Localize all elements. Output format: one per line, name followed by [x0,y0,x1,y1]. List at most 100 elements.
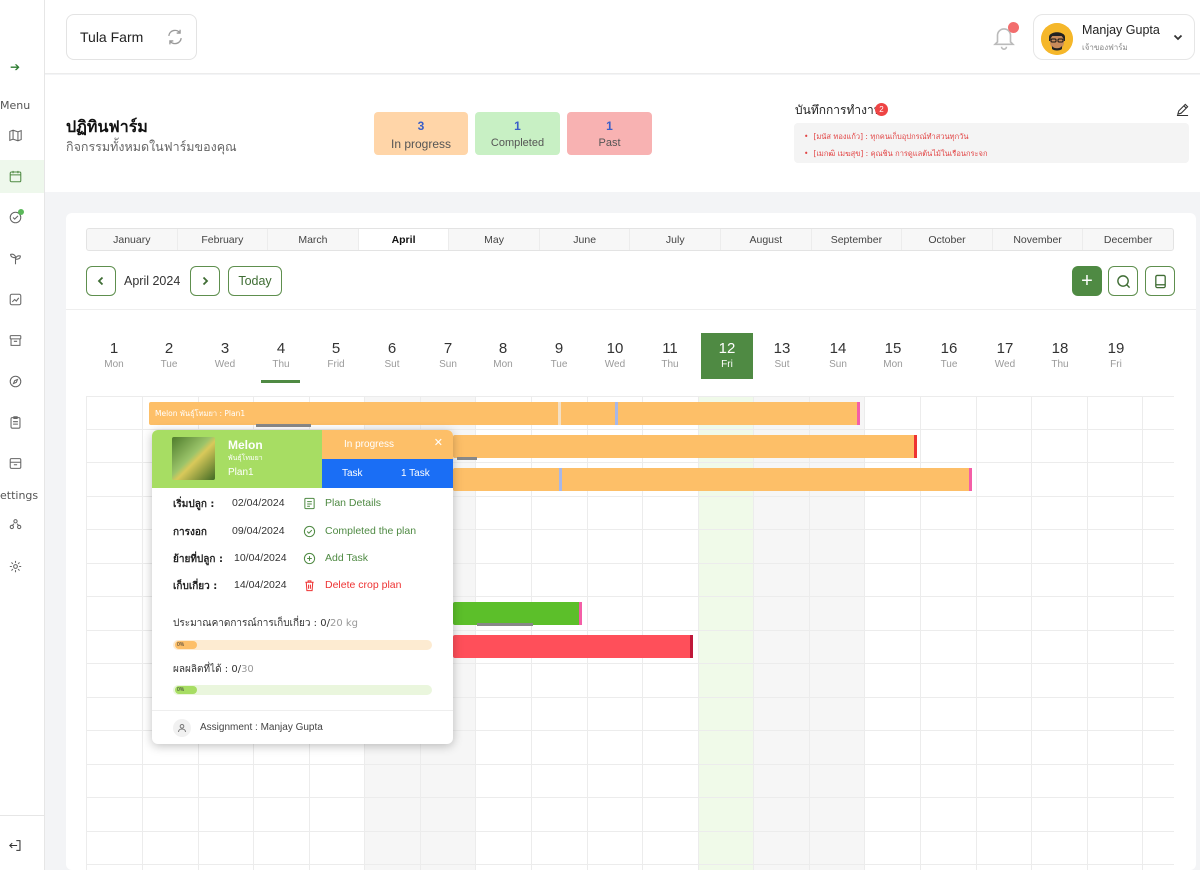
selected-day-indicator [261,380,300,383]
day-cell[interactable]: 14 Sun [812,333,864,379]
edit-icon[interactable] [1176,103,1189,117]
archive-icon[interactable] [6,331,24,349]
prev-month-button[interactable] [86,266,116,296]
progress-pill: 0% [175,641,197,649]
day-cell[interactable]: 18 Thu [1034,333,1086,379]
close-icon[interactable]: ✕ [433,437,443,449]
storage-icon[interactable] [6,454,24,472]
stat-completed[interactable]: 1 Completed [475,112,560,155]
map-icon[interactable] [6,126,24,144]
page-title: ปฏิทินฟาร์ม [66,117,148,136]
book-button[interactable] [1145,266,1175,296]
expand-arrow-icon[interactable]: ➔ [9,60,21,74]
plant-icon[interactable] [6,249,24,267]
day-name: Thu [272,359,290,370]
today-button[interactable]: Today [228,266,282,296]
grid-column [87,397,143,870]
calendar-icon[interactable] [6,167,24,185]
day-cell[interactable]: 10 Wed [589,333,641,379]
day-cell[interactable]: 19 Fri [1090,333,1142,379]
complete-plan-link[interactable]: Completed the plan [325,525,417,537]
day-number: 19 [1107,340,1125,357]
day-cell[interactable]: 2 Tue [143,333,195,379]
grid-column [532,397,588,870]
estimate-progress-bar: 0% [173,640,432,650]
day-cell[interactable]: 6 Sut [366,333,418,379]
crop-plan-bar[interactable] [453,435,917,458]
tab-september[interactable]: September [812,229,903,250]
tab-october[interactable]: October [902,229,993,250]
tab-february[interactable]: February [178,229,269,250]
grid-row [87,664,1174,698]
day-cell[interactable]: 16 Tue [923,333,975,379]
add-task-link[interactable]: Add Task [325,552,368,564]
gear-icon[interactable] [6,557,24,575]
bell-icon[interactable] [991,24,1017,50]
day-cell[interactable]: 9 Tue [533,333,585,379]
chart-icon[interactable] [6,290,24,308]
stat-in-progress[interactable]: 3 In progress [374,112,468,155]
clipboard-icon[interactable] [6,413,24,431]
day-cell[interactable]: 8 Mon [477,333,529,379]
yield-progress-bar: 0% [173,685,432,695]
day-number: 6 [387,340,397,357]
day-cell[interactable]: 11 Thu [644,333,696,379]
day-cell[interactable]: 13 Sut [756,333,808,379]
compass-icon[interactable] [6,372,24,390]
crop-plan-bar[interactable] [453,602,582,625]
crop-plan-bar[interactable] [453,468,972,491]
delete-plan-link[interactable]: Delete crop plan [325,579,402,591]
day-cell[interactable]: 5 Frid [310,333,362,379]
plus-circle-icon [303,552,316,565]
day-cell[interactable]: 7 Sun [422,333,474,379]
day-name: Thu [661,359,679,370]
add-button[interactable]: + [1072,266,1102,296]
next-month-button[interactable] [190,266,220,296]
user-name: Manjay Gupta [1082,23,1160,37]
bar-marker [558,402,561,425]
stage-label: เริ่มปลูก : [173,499,215,510]
stat-past[interactable]: 1 Past [567,112,652,155]
day-cell[interactable]: 3 Wed [199,333,251,379]
day-cell[interactable]: 1 Mon [88,333,140,379]
tab-december[interactable]: December [1103,233,1153,246]
tab-january[interactable]: January [87,229,178,250]
day-number: 7 [443,340,453,357]
grid-row [87,798,1174,832]
crop-plan-bar[interactable] [453,635,693,658]
users-icon[interactable] [6,515,24,533]
tab-july[interactable]: July [630,229,722,250]
logout-icon[interactable] [6,836,24,854]
day-cell-today[interactable]: 12 Fri [701,333,753,379]
crop-plan-bar[interactable]: Melon พันธุ์โทมยา : Plan1 [149,402,860,425]
task-count: 1 Task [401,468,430,479]
status-badge: In progress ✕ [322,430,453,459]
check-badge-icon[interactable] [6,208,24,226]
refresh-icon[interactable] [166,28,184,46]
day-cell[interactable]: 17 Wed [979,333,1031,379]
day-cell[interactable]: 15 Mon [867,333,919,379]
tab-november[interactable]: November [993,229,1084,250]
plan-details-link[interactable]: Plan Details [325,497,382,509]
tab-march[interactable]: March [268,229,359,250]
day-name: Tue [940,359,958,370]
day-number: 2 [164,340,174,357]
grid-row [87,631,1174,664]
day-name: Fri [1110,359,1122,370]
plan-name: Plan1 [228,467,254,478]
chevron-down-icon[interactable] [1172,30,1184,42]
task-summary[interactable]: Task 1 Task [322,459,453,488]
tab-august[interactable]: August [721,229,812,250]
day-cell[interactable]: 4 Thu [255,333,307,379]
month-tabs: January February March April May June Ju… [86,228,1174,251]
stage-label: เก็บเกี่ยว : [173,581,218,592]
day-name: Sun [439,359,457,370]
search-button[interactable] [1108,266,1138,296]
tab-april[interactable]: April [358,229,450,250]
tab-may[interactable]: May [449,229,540,250]
sidebar: ➔ Menu ettings [0,0,45,870]
trash-icon [303,579,316,592]
tab-june[interactable]: June [540,229,631,250]
farm-selector[interactable]: Tula Farm [66,14,197,60]
user-menu[interactable]: Manjay Gupta เจ้าของฟาร์ม [1033,14,1195,60]
